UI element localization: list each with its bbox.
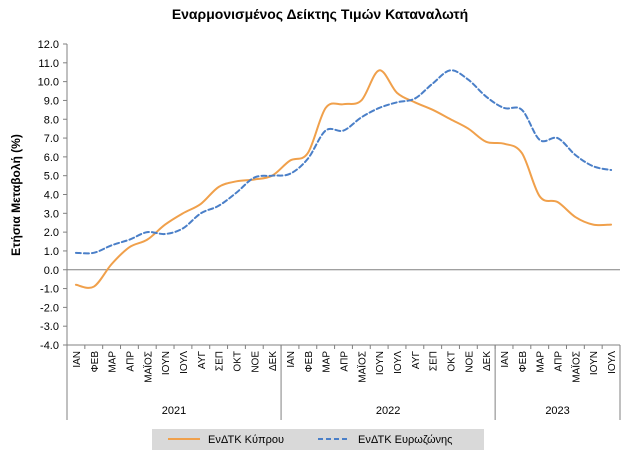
y-tick-label: -4.0 bbox=[40, 340, 59, 352]
legend: ΕνΔΤΚ Κύπρου ΕνΔΤΚ Ευρωζώνης bbox=[152, 429, 484, 450]
x-tick-label: ΜΑΪΟΣ bbox=[356, 351, 368, 383]
x-tick-label: ΑΥΓ bbox=[411, 351, 422, 370]
y-tick-label: 10.0 bbox=[38, 77, 59, 89]
x-tick-label: ΙΑΝ bbox=[286, 351, 297, 368]
series-line-eurozone bbox=[74, 69, 613, 255]
x-tick-label: ΙΟΥΛ bbox=[179, 351, 190, 374]
x-tick-label: ΦΕΒ bbox=[304, 351, 315, 373]
y-tick-label: 11.0 bbox=[38, 58, 59, 70]
y-tick-label: 0.0 bbox=[44, 265, 59, 277]
y-tick-label: 5.0 bbox=[44, 171, 59, 183]
x-tick-label: ΜΑΡ bbox=[108, 351, 119, 373]
y-tick-label: 7.0 bbox=[44, 133, 59, 145]
x-tick-label: ΙΟΥΛ bbox=[607, 351, 618, 374]
year-label: 2023 bbox=[545, 405, 569, 417]
series-line-cyprus bbox=[74, 69, 613, 289]
y-tick-label: -2.0 bbox=[40, 302, 59, 314]
chart-title: Εναρμονισμένος Δείκτης Τιμών Καταναλωτή bbox=[172, 6, 468, 22]
x-tick-label: ΙΑΝ bbox=[72, 351, 83, 368]
x-tick-label: ΦΕΒ bbox=[518, 351, 529, 373]
year-label: 2021 bbox=[162, 405, 186, 417]
x-tick-label: ΙΟΥΛ bbox=[393, 351, 404, 374]
y-tick-label: 6.0 bbox=[44, 152, 59, 164]
x-tick-label: ΔΕΚ bbox=[482, 351, 493, 371]
y-tick-label: 2.0 bbox=[44, 227, 59, 239]
x-tick-label: ΜΑΪΟΣ bbox=[570, 351, 582, 383]
x-tick-label: ΑΠΡ bbox=[125, 351, 136, 372]
x-tick-label: ΙΟΥΝ bbox=[161, 351, 172, 375]
y-tick-label: -1.0 bbox=[40, 284, 59, 296]
legend-label-eurozone: ΕνΔΤΚ Ευρωζώνης bbox=[358, 434, 452, 446]
x-tick-label: ΣΕΠ bbox=[429, 351, 440, 371]
x-tick-label: ΣΕΠ bbox=[215, 351, 226, 371]
y-tick-label: 9.0 bbox=[44, 95, 59, 107]
y-axis-label: Ετήσια Μεταβολή (%) bbox=[9, 134, 23, 256]
x-tick-label: ΜΑΡ bbox=[536, 351, 547, 373]
legend-label-cyprus: ΕνΔΤΚ Κύπρου bbox=[208, 434, 284, 446]
x-tick-label: ΙΟΥΝ bbox=[375, 351, 386, 375]
y-tick-label: -3.0 bbox=[40, 321, 59, 333]
x-tick-label: ΟΚΤ bbox=[447, 351, 458, 372]
x-tick-label: ΝΟΕ bbox=[464, 351, 475, 373]
y-tick-label: 1.0 bbox=[44, 246, 59, 258]
y-tick-label: 12.0 bbox=[38, 39, 59, 51]
year-label: 2022 bbox=[376, 405, 400, 417]
axes: -4.0 -3.0 -2.0 -1.0 0.0 1.0 2.0 3.0 4.0 5.0 6.0 7.0… bbox=[38, 39, 621, 420]
x-tick-label: ΦΕΒ bbox=[90, 351, 101, 373]
x-tick-label: ΟΚΤ bbox=[232, 351, 243, 372]
x-tick-label: ΑΥΓ bbox=[197, 351, 208, 370]
y-tick-label: 8.0 bbox=[44, 114, 59, 126]
x-tick-label: ΙΑΝ bbox=[500, 351, 511, 368]
x-tick-label: ΝΟΕ bbox=[250, 351, 261, 373]
series-lines bbox=[74, 69, 613, 289]
x-tick-label: ΑΠΡ bbox=[340, 351, 351, 372]
x-tick-label: ΜΑΪΟΣ bbox=[142, 351, 154, 383]
x-tick-label: ΜΑΡ bbox=[322, 351, 333, 373]
x-tick-label: ΑΠΡ bbox=[554, 351, 565, 372]
x-tick-label: ΙΟΥΝ bbox=[589, 351, 600, 375]
y-tick-label: 4.0 bbox=[44, 190, 59, 202]
y-tick-label: 3.0 bbox=[44, 208, 59, 220]
x-tick-label: ΔΕΚ bbox=[268, 351, 279, 371]
